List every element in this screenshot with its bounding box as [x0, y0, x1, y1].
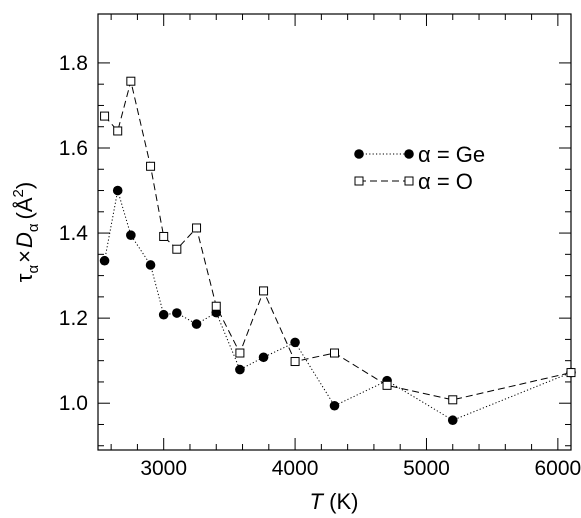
data-point-o [192, 223, 202, 233]
y-axis-title: τα×Dα(Å2) [10, 182, 42, 282]
y-tick-label: 1.8 [59, 52, 88, 75]
data-point-o [259, 286, 269, 296]
data-point-ge [145, 260, 156, 270]
data-point-ge [235, 364, 245, 375]
data-point-o [566, 368, 576, 378]
data-point-ge [329, 400, 340, 411]
data-point-ge [290, 337, 300, 348]
legend-entry-o: α = O [354, 169, 473, 194]
x-tick-label: 6000 [535, 457, 581, 480]
legend-label-ge: α = Ge [418, 142, 485, 167]
x-tick-label: 5000 [403, 457, 450, 480]
data-point-o [330, 348, 339, 358]
data-point-ge [158, 309, 169, 320]
data-point-ge [112, 185, 123, 196]
data-point-ge [258, 352, 269, 363]
data-point-o [235, 348, 245, 358]
legend-marker-o [354, 176, 364, 186]
series-line-ge [104, 190, 572, 421]
series-layer [99, 76, 576, 426]
data-point-ge [99, 255, 110, 266]
data-point-o [146, 161, 156, 171]
legend-label-o: α = O [418, 169, 473, 194]
y-tick-label: 1.2 [59, 307, 88, 330]
data-point-o [382, 380, 392, 390]
data-point-o [100, 111, 110, 121]
data-point-o [113, 126, 123, 136]
minor-ticks [98, 14, 571, 450]
y-tick-label: 1.6 [59, 137, 88, 160]
data-point-ge [191, 319, 202, 329]
legend: α = Ge α = O [354, 142, 485, 194]
x-tick-label: 4000 [272, 457, 319, 480]
x-tick-label: 3000 [140, 457, 187, 480]
data-point-ge [447, 415, 458, 426]
data-point-ge [126, 230, 136, 240]
data-point-ge [172, 308, 182, 318]
data-point-o [211, 301, 221, 311]
x-axis-title: T (K) [310, 489, 359, 514]
tick-labels: 3000 4000 5000 6000 1.0 1.2 1.4 1.6 1.8 [59, 52, 581, 480]
legend-marker-o-end [404, 176, 414, 186]
data-point-o [172, 244, 182, 254]
data-point-o [159, 231, 169, 241]
major-ticks [98, 14, 571, 450]
plot-frame [97, 13, 572, 451]
y-tick-label: 1.4 [59, 222, 89, 245]
legend-marker-ge [354, 149, 364, 159]
y-tick-label: 1.0 [59, 392, 88, 415]
data-point-o [448, 395, 458, 405]
legend-marker-ge-end [404, 149, 414, 159]
data-point-o [290, 357, 300, 367]
data-point-o [126, 76, 136, 86]
legend-entry-ge: α = Ge [354, 142, 485, 167]
